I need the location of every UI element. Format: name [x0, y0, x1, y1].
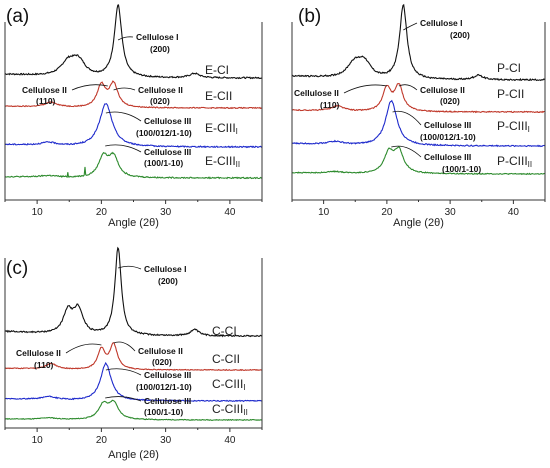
annotation-arrow	[105, 368, 142, 376]
peak-annotation-index: (100/012/1-10)	[136, 382, 192, 392]
annotation-arrow	[117, 265, 142, 270]
peak-annotation-index: (100/012/1-10)	[420, 132, 476, 142]
peak-annotation: Cellulose II	[420, 85, 465, 95]
peak-annotation-index: (110)	[34, 360, 54, 370]
x-tick-label: 20	[96, 207, 108, 218]
x-tick-label: 30	[445, 207, 457, 218]
series-line-p-ci	[291, 3, 546, 82]
peak-annotation-index: (100/1-10)	[144, 158, 183, 168]
peak-annotation-index: (200)	[450, 30, 470, 40]
peak-annotation: Cellulose I	[420, 18, 463, 28]
annotation-arrow	[343, 84, 387, 94]
annotation-arrow	[71, 84, 108, 91]
peak-annotation: Cellulose II	[138, 346, 183, 356]
annotation-arrow	[391, 145, 422, 158]
x-axis-label: Angle (2θ)	[108, 217, 159, 229]
peak-annotation-index: (110)	[320, 100, 340, 110]
peak-annotation: Cellulose III	[144, 396, 191, 406]
annotation-arrow	[105, 144, 142, 153]
series-line-c-ciii-ii	[4, 399, 263, 422]
chart-panel-3: (c) C-CI C-CII C-CIIII C-CIIIII Cellulose I (2…	[4, 246, 263, 461]
panel-letter: (a)	[6, 6, 29, 27]
panel-letter: (b)	[298, 6, 321, 27]
annotation-arrow	[105, 396, 142, 402]
x-tick-label: 30	[160, 207, 172, 218]
series-line-e-ciii-i	[4, 102, 263, 149]
chart-panel-1: (a) E-CI E-CII E-CIIII E-CIIIII Cellulose I (2…	[4, 4, 263, 229]
annotation-arrow	[105, 111, 142, 122]
series-label: E-CIIII	[205, 121, 238, 136]
peak-annotation-index: (020)	[440, 96, 460, 106]
peak-annotation: Cellulose II	[138, 85, 183, 95]
series-line-c-ci	[4, 246, 263, 338]
series-label: E-CI	[205, 63, 229, 77]
series-label: P-CIIII	[497, 119, 530, 134]
peak-annotation: Cellulose III	[424, 120, 471, 130]
annotation-arrow	[65, 343, 102, 354]
peak-annotation: Cellulose III	[424, 152, 471, 162]
peak-annotation: Cellulose II	[16, 348, 61, 358]
series-label: P-CI	[497, 61, 521, 75]
peak-annotation: Cellulose III	[144, 370, 191, 380]
peak-annotation: Cellulose II	[294, 88, 339, 98]
x-tick-label: 20	[96, 435, 108, 446]
peak-annotation: Cellulose III	[144, 116, 191, 126]
series-line-e-ci	[4, 4, 263, 80]
chart-panel-2: (b) P-CI P-CII P-CIIII P-CIIIII Cellulose I (2…	[291, 3, 546, 229]
x-tick-label: 10	[318, 207, 330, 218]
peak-annotation: Cellulose III	[144, 147, 191, 157]
annotation-arrow	[403, 22, 418, 31]
series-line-p-cii	[292, 83, 546, 114]
annotation-arrow	[113, 87, 136, 91]
series-line-e-cii	[4, 80, 263, 110]
series-label: E-CIIIII	[205, 154, 240, 169]
peak-annotation-index: (020)	[150, 96, 170, 106]
annotation-arrow	[117, 36, 134, 41]
peak-annotation: Cellulose I	[144, 264, 187, 274]
x-tick-label: 10	[32, 435, 44, 446]
series-line-c-cii	[4, 342, 263, 372]
series-label: C-CIIII	[212, 377, 246, 392]
x-tick-label: 20	[381, 207, 393, 218]
x-axis-label: Angle (2θ)	[108, 449, 159, 461]
x-tick-label: 40	[508, 207, 520, 218]
series-label: P-CII	[497, 87, 524, 101]
peak-annotation-index: (110)	[36, 96, 56, 106]
peak-annotation-index: (100/1-10)	[442, 164, 481, 174]
peak-annotation-index: (200)	[158, 276, 178, 286]
series-label: P-CIIIII	[497, 154, 532, 169]
panel-letter: (c)	[6, 258, 28, 279]
x-tick-label: 10	[32, 207, 44, 218]
x-axis-label: Angle (2θ)	[393, 217, 444, 229]
series-line-e-ciii-ii	[4, 151, 263, 180]
peak-annotation-index: (200)	[150, 44, 170, 54]
annotation-arrow	[392, 110, 422, 126]
peak-annotation-index: (020)	[152, 357, 172, 367]
series-line-p-ciii-ii	[291, 146, 546, 176]
x-tick-label: 40	[224, 435, 236, 446]
peak-annotation-index: (100/1-10)	[144, 407, 183, 417]
x-tick-label: 30	[160, 435, 172, 446]
series-label: C-CIIIII	[212, 402, 248, 417]
peak-annotation-index: (100/012/1-10)	[136, 128, 192, 138]
series-label: C-CI	[212, 324, 237, 338]
annotation-arrow	[113, 341, 136, 352]
annotation-arrow	[398, 84, 418, 91]
series-label: E-CII	[205, 89, 232, 103]
x-tick-label: 40	[224, 207, 236, 218]
series-line-p-ciii-i	[291, 99, 546, 148]
peak-annotation: Cellulose II	[22, 85, 67, 95]
series-label: C-CII	[212, 352, 240, 366]
series-line-c-ciii-i	[4, 361, 263, 403]
peak-annotation: Cellulose I	[136, 32, 179, 42]
